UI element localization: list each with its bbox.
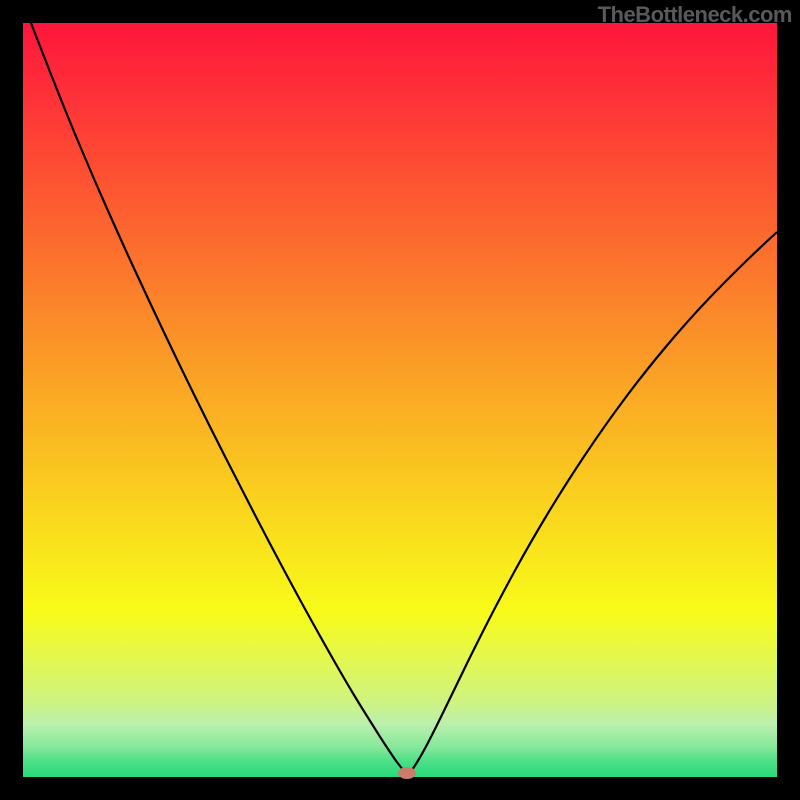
chart-frame: { "canvas": { "width": 800, "height": 80… <box>0 0 800 800</box>
plot-background <box>23 23 777 777</box>
minimum-marker <box>398 767 416 779</box>
watermark-text: TheBottleneck.com <box>598 2 792 28</box>
bottleneck-chart <box>0 0 800 800</box>
